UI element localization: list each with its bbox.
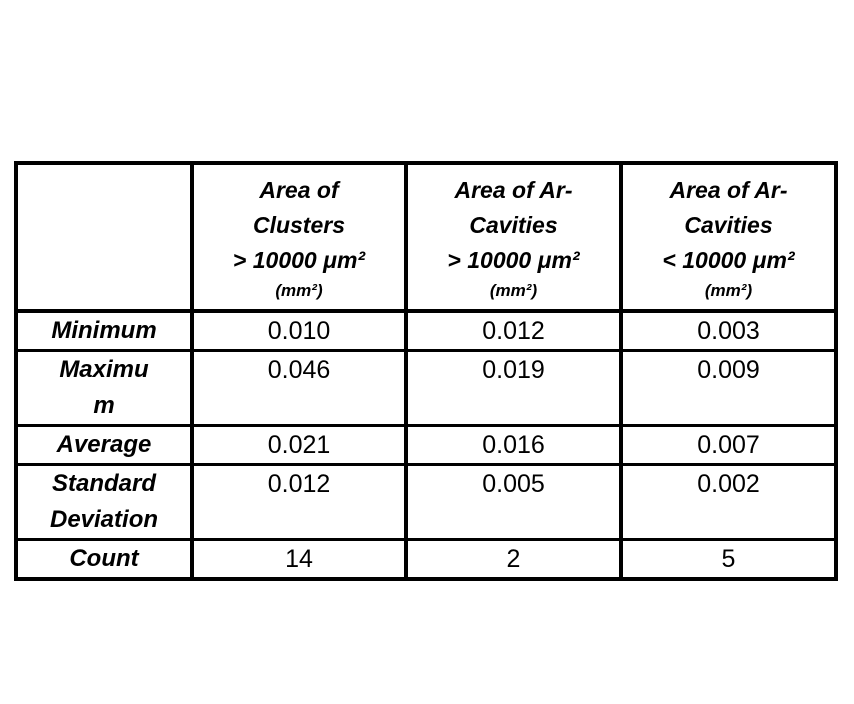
cell-value: 0.009: [619, 349, 838, 427]
table-row-maximum: Maximu m 0.046 0.019 0.009: [14, 349, 838, 427]
row-label: Standard Deviation: [14, 463, 194, 541]
column-header-ar-cavities-large: Area of Ar- Cavities > 10000 μm² (mm²): [404, 161, 623, 313]
cell-value: 0.012: [404, 309, 623, 352]
table-row-minimum: Minimum 0.010 0.012 0.003: [14, 309, 838, 352]
statistics-table: Area of Clusters > 10000 μm² (mm²) Area …: [14, 161, 838, 581]
row-label: Count: [14, 538, 194, 581]
cell-value: 0.012: [190, 463, 408, 541]
cell-value: 0.005: [404, 463, 623, 541]
column-title: Area of Ar- Cavities > 10000 μm²: [447, 177, 580, 273]
cell-value: 0.016: [404, 424, 623, 466]
cell-value: 0.021: [190, 424, 408, 466]
table-row-average: Average 0.021 0.016 0.007: [14, 424, 838, 466]
cell-value: 0.019: [404, 349, 623, 427]
cell-value: 0.003: [619, 309, 838, 352]
column-title: Area of Clusters > 10000 μm²: [232, 177, 366, 273]
header-row: Area of Clusters > 10000 μm² (mm²) Area …: [14, 161, 838, 313]
column-unit: (mm²): [489, 281, 538, 300]
row-label: Minimum: [14, 309, 194, 352]
cell-value: 0.010: [190, 309, 408, 352]
column-unit: (mm²): [275, 281, 323, 300]
cell-value: 14: [190, 538, 408, 581]
column-header-ar-cavities-small: Area of Ar- Cavities < 10000 μm² (mm²): [619, 161, 838, 313]
column-title: Area of Ar- Cavities < 10000 μm²: [662, 177, 795, 273]
column-header-clusters: Area of Clusters > 10000 μm² (mm²): [190, 161, 408, 313]
cell-value: 2: [404, 538, 623, 581]
column-unit: (mm²): [704, 281, 753, 300]
row-label: Maximu m: [14, 349, 194, 427]
table-row-count: Count 14 2 5: [14, 538, 838, 581]
row-label: Average: [14, 424, 194, 466]
cell-value: 0.046: [190, 349, 408, 427]
cell-value: 5: [619, 538, 838, 581]
table-row-standard-deviation: Standard Deviation 0.012 0.005 0.002: [14, 463, 838, 541]
cell-value: 0.007: [619, 424, 838, 466]
cell-value: 0.002: [619, 463, 838, 541]
corner-cell: [14, 161, 194, 313]
